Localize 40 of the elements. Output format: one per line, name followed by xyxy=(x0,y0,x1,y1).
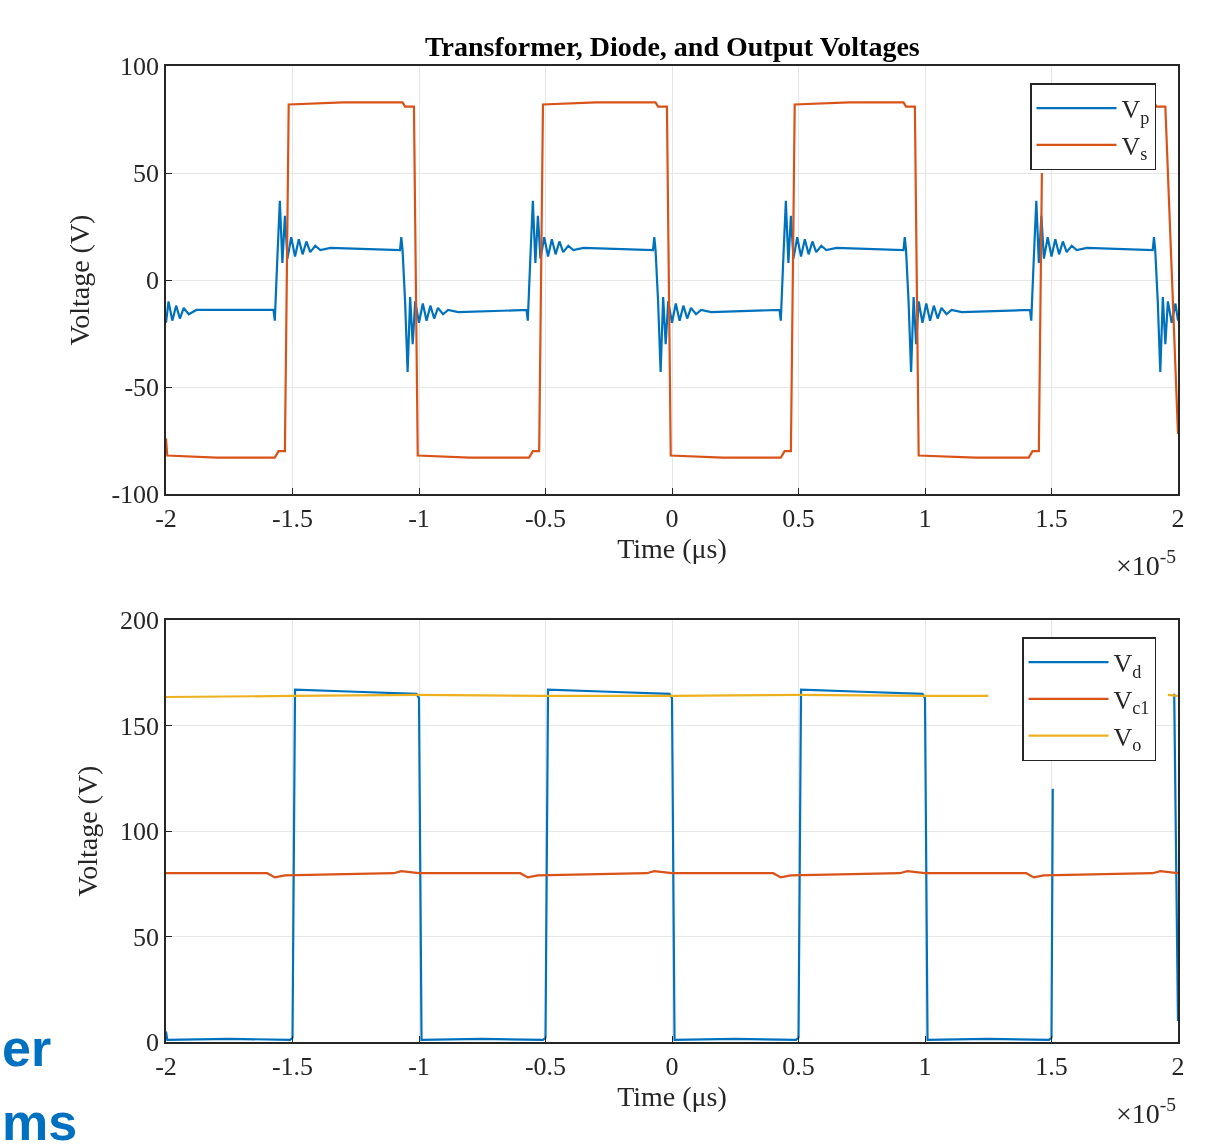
x-tick-label: -1.5 xyxy=(271,1051,314,1081)
text: ×10$^{-5}$ xyxy=(1116,1094,1177,1129)
line-series xyxy=(166,199,1178,374)
y-tick-label: -50 xyxy=(124,373,160,403)
legend-label: V$_{c1}$ xyxy=(1113,686,1150,719)
x-tick-label: 2 xyxy=(1171,1051,1185,1081)
legend-label: V$_{s}$ xyxy=(1121,132,1148,165)
x-tick-label: 1.5 xyxy=(1035,1051,1068,1081)
legend-label: V$_{p}$ xyxy=(1121,95,1150,128)
x-tick-label: -0.5 xyxy=(524,503,567,533)
x-tick-label: 0 xyxy=(665,503,679,533)
chart-title: Transformer, Diode, and Output Voltages xyxy=(425,31,920,62)
x-tick-label: 1 xyxy=(918,1051,932,1081)
text: ×10$^{-5}$ xyxy=(1116,546,1177,581)
x-tick-label: -1.5 xyxy=(271,503,314,533)
x-tick-label: 0.5 xyxy=(782,1051,815,1081)
x-tick-label: 1 xyxy=(918,503,932,533)
y-axis-title: Voltage (V) xyxy=(63,214,95,346)
legend-label: V$_{d}$ xyxy=(1113,649,1142,682)
legend-label: V$_{o}$ xyxy=(1113,722,1142,756)
x-tick-label: -0.5 xyxy=(524,1051,567,1081)
x-tick-label: 1.5 xyxy=(1035,503,1068,533)
y-tick-label: 100 xyxy=(120,52,160,82)
x-tick-label: -1 xyxy=(408,503,430,533)
y-tick-label: 0 xyxy=(146,266,160,296)
text: ms xyxy=(2,1093,78,1144)
x-tick-label: 0.5 xyxy=(782,503,815,533)
y-tick-label: 150 xyxy=(120,711,160,741)
line-series xyxy=(166,869,1178,879)
y-tick-label: 50 xyxy=(133,159,160,189)
x-axis-title: Time (μs) xyxy=(617,532,727,564)
y-tick-label: 200 xyxy=(120,606,160,636)
x-axis-title: Time (μs) xyxy=(617,1080,727,1112)
text: er xyxy=(2,1019,52,1077)
x-tick-label: 0 xyxy=(665,1051,679,1081)
y-axis-title: Voltage (V) xyxy=(72,765,104,897)
x-tick-label: 2 xyxy=(1171,503,1185,533)
y-tick-label: 50 xyxy=(133,922,160,952)
y-tick-label: 100 xyxy=(120,817,160,847)
x-tick-label: -1 xyxy=(408,1051,430,1081)
